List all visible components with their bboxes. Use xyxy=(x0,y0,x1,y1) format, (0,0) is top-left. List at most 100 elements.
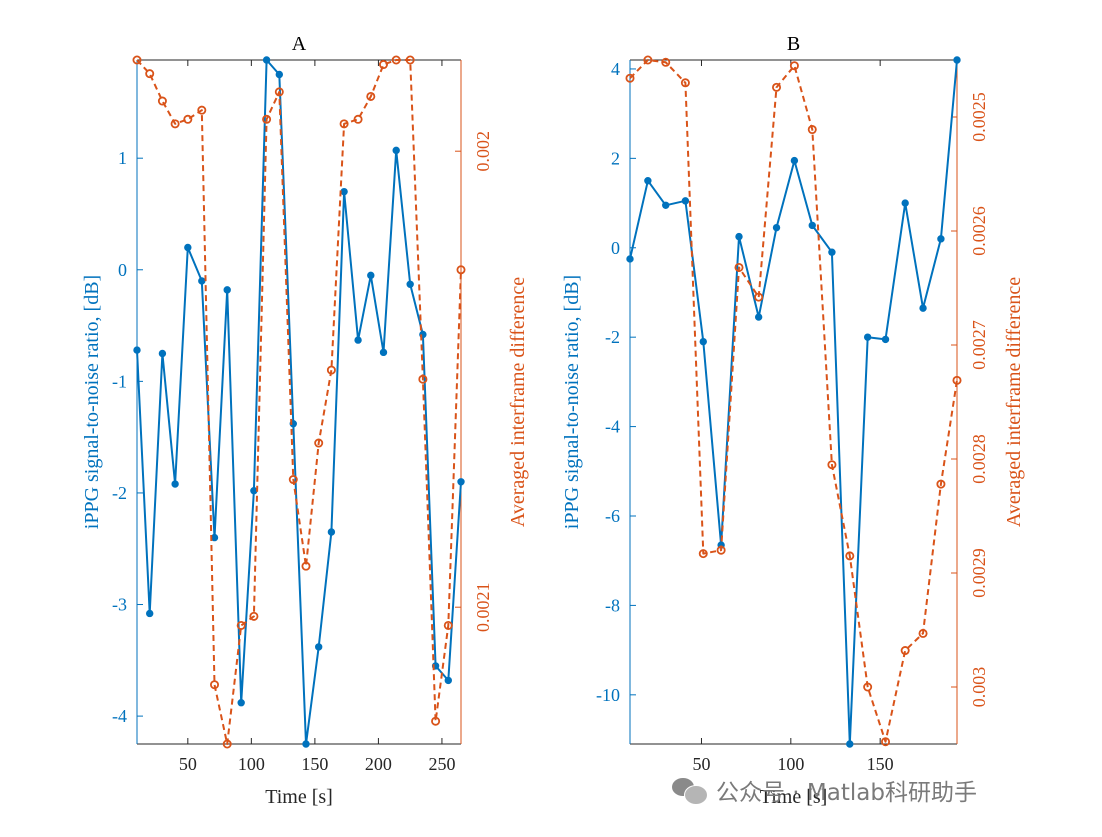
right-series-point xyxy=(378,60,388,70)
right-series-point xyxy=(754,292,764,302)
wechat-icon xyxy=(672,776,708,805)
chart-title: B xyxy=(787,33,800,55)
left-y-tick-label: 0 xyxy=(611,238,620,258)
right-series-point xyxy=(222,739,232,749)
left-series-point xyxy=(644,177,652,185)
left-series-point xyxy=(327,528,336,536)
chart-title: A xyxy=(292,33,307,55)
right-y-tick-label: 0.0029 xyxy=(969,548,989,598)
left-series-point xyxy=(881,335,890,344)
right-series-point xyxy=(698,549,708,559)
right-series-line xyxy=(136,59,462,745)
left-series-point xyxy=(392,146,400,155)
left-y-tick-label: -1 xyxy=(112,371,127,391)
right-y-tick-label: 0.003 xyxy=(969,667,989,708)
left-series-point xyxy=(901,199,909,207)
left-series-point xyxy=(444,676,452,685)
right-series-point xyxy=(132,55,142,65)
right-y-axis-label: Averaged interframe difference xyxy=(507,277,529,527)
x-tick-label: 100 xyxy=(238,754,265,774)
left-series-point xyxy=(302,740,310,748)
right-series-point xyxy=(314,438,324,448)
right-series-point xyxy=(418,374,428,384)
left-y-tick-label: -4 xyxy=(112,706,127,726)
right-series-point xyxy=(680,78,690,88)
left-series-point xyxy=(262,56,271,64)
x-axis-label: Time [s] xyxy=(265,786,333,808)
right-series-line xyxy=(629,59,958,743)
right-series-point xyxy=(236,620,246,630)
left-y-tick-label: -6 xyxy=(605,506,620,526)
x-tick-label: 150 xyxy=(867,754,894,774)
left-series-point xyxy=(133,346,141,354)
left-series-point xyxy=(937,235,945,243)
right-y-tick-label: 0.0026 xyxy=(969,206,989,256)
right-series-point xyxy=(301,561,311,571)
left-series-point xyxy=(379,348,388,357)
right-series-point xyxy=(625,73,635,83)
left-series-point xyxy=(457,478,465,486)
left-y-tick-label: 0 xyxy=(118,260,127,280)
left-y-tick-label: 2 xyxy=(611,148,620,168)
right-series-point xyxy=(952,375,962,385)
left-series-point xyxy=(681,197,690,205)
left-y-tick-label: -8 xyxy=(605,595,620,615)
left-series-point xyxy=(367,271,375,280)
left-series-point xyxy=(223,286,231,294)
right-series-point xyxy=(249,611,259,621)
left-series-point xyxy=(198,277,206,285)
right-series-point xyxy=(262,114,272,124)
left-series-point xyxy=(275,70,284,79)
watermark: 公众号 · Matlab科研助手 xyxy=(672,770,977,810)
right-y-tick-label: 0.0028 xyxy=(969,434,989,484)
left-y-tick-label: -2 xyxy=(605,327,620,347)
right-series-point xyxy=(170,119,180,129)
right-series-point xyxy=(339,119,349,129)
x-tick-label: 200 xyxy=(365,754,392,774)
right-series-point xyxy=(157,96,167,106)
right-series-point xyxy=(183,114,193,124)
left-series-point xyxy=(735,232,743,241)
left-series-point xyxy=(846,740,854,748)
right-series-point xyxy=(716,545,726,555)
left-series-point xyxy=(790,156,799,165)
right-series-point xyxy=(443,620,453,630)
left-series-point xyxy=(953,56,961,64)
left-series-point xyxy=(237,699,245,707)
left-series-point xyxy=(754,313,763,321)
panel-B xyxy=(625,55,962,748)
right-series-point xyxy=(827,460,837,470)
right-series-point xyxy=(456,265,466,275)
right-y-axis-label: Averaged interframe difference xyxy=(1003,277,1025,527)
left-series-point xyxy=(158,349,167,358)
left-series-point xyxy=(406,280,414,288)
left-series-point xyxy=(146,609,154,618)
left-series-point xyxy=(314,643,323,651)
right-series-point xyxy=(789,61,799,71)
left-y-tick-label: -4 xyxy=(605,417,620,437)
left-y-axis-label: iPPG signal-to-noise ratio, [dB] xyxy=(81,275,103,529)
right-series-point xyxy=(366,91,376,101)
left-series-point xyxy=(171,480,179,488)
left-y-tick-label: -2 xyxy=(112,483,127,503)
right-series-point xyxy=(145,69,155,79)
left-y-axis-label: iPPG signal-to-noise ratio, [dB] xyxy=(561,275,583,529)
x-tick-label: 150 xyxy=(301,754,328,774)
left-series-point xyxy=(828,248,836,256)
left-y-tick-label: 1 xyxy=(118,148,127,168)
watermark-text: 公众号 · Matlab科研助手 xyxy=(716,780,977,806)
right-y-tick-label: 0.002 xyxy=(473,131,493,172)
right-series-point xyxy=(772,82,782,92)
right-series-point xyxy=(326,365,336,375)
left-series-point xyxy=(340,187,348,196)
left-series-point xyxy=(863,333,872,341)
right-y-tick-label: 0.0021 xyxy=(473,582,493,632)
right-series-point xyxy=(431,716,441,726)
right-series-point xyxy=(405,55,415,65)
left-series-line xyxy=(136,59,462,745)
left-series-point xyxy=(184,243,192,252)
right-series-point xyxy=(353,114,363,124)
left-series-point xyxy=(354,336,362,344)
